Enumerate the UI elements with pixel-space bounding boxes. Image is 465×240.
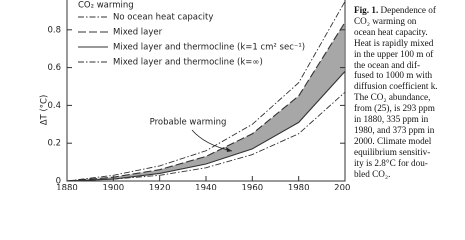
series-line <box>66 21 346 182</box>
caption-label: Fig. 1. <box>354 5 379 15</box>
band-label: Probable warming <box>150 118 227 128</box>
caption-line: Heat is rapidly mixed <box>354 37 434 48</box>
caption-line: Dependence of <box>380 5 436 15</box>
caption-line-row: from (25), is 293 ppm <box>354 103 464 114</box>
y-tick-label: 0.4 <box>47 101 61 111</box>
x-tick-label: 1920 <box>149 184 171 191</box>
legend-label: Mixed layer and thermocline (k=1 cm² sec… <box>113 43 305 53</box>
series-line <box>66 91 346 182</box>
caption-line-row: in the upper 100 m of <box>354 49 464 60</box>
legend-label: Mixed layer <box>113 28 163 38</box>
caption-line: CO₂ warming on <box>354 15 417 26</box>
caption-line: The CO₂ abundance, <box>354 92 431 103</box>
caption-line: 1980, and 373 ppm in <box>354 124 435 135</box>
caption-line-row: diffusion coefficient k. <box>354 81 464 92</box>
caption-line-row: 2000. Climate model <box>354 136 464 147</box>
caption: Fig. 1. Dependence of CO₂ warming on ocean… <box>354 5 464 180</box>
caption-line: in the upper 100 m of <box>354 48 434 59</box>
chart: ΔT (°C) CO₂ warming 0 0.2 0.4 0.6 0.8 1880 190… <box>40 0 350 191</box>
caption-line: equilibrium sensitiv- <box>354 146 431 157</box>
caption-line: bled CO₂. <box>354 168 391 179</box>
caption-line-row: Heat is rapidly mixed <box>354 38 464 49</box>
legend-label: No ocean heat capacity <box>113 13 213 23</box>
x-tick-label: 1880 <box>56 184 78 191</box>
caption-line-row: ity is 2.8°C for dou- <box>354 158 464 169</box>
caption-line-row: the ocean and dif- <box>354 60 464 71</box>
x-tick-label: 1940 <box>195 184 217 191</box>
y-tick-label: 0 <box>56 177 61 187</box>
caption-line-row: fused to 1000 m with <box>354 70 464 81</box>
legend-title: CO₂ warming <box>78 1 134 11</box>
caption-line: diffusion coefficient k. <box>354 81 438 92</box>
caption-line: fused to 1000 m with <box>354 70 433 81</box>
legend-label: Mixed layer and thermocline (k=∞) <box>113 58 263 68</box>
caption-line-row: equilibrium sensitiv- <box>354 147 464 158</box>
caption-line: in 1880, 335 ppm in <box>354 114 429 125</box>
caption-line: the ocean and dif- <box>354 59 421 70</box>
x-tick-label: 1980 <box>288 184 310 191</box>
caption-line-row: 1980, and 373 ppm in <box>354 125 464 136</box>
caption-line-row: in 1880, 335 ppm in <box>354 114 464 125</box>
caption-line-row: bled CO₂. <box>354 169 464 180</box>
caption-line-row: Fig. 1. Dependence of <box>354 5 464 16</box>
caption-line: 2000. Climate model <box>354 135 432 146</box>
caption-line: ocean heat capacity. <box>354 26 428 37</box>
caption-line: ity is 2.8°C for dou- <box>354 157 428 168</box>
x-tick-label: 2000 <box>334 184 350 191</box>
y-tick-label: 0.6 <box>47 63 61 73</box>
y-tick-label: 0.2 <box>47 139 61 149</box>
caption-line-row: The CO₂ abundance, <box>354 92 464 103</box>
series-line <box>66 1 346 182</box>
x-tick-label: 1900 <box>103 184 125 191</box>
x-tick-label: 1960 <box>242 184 264 191</box>
y-axis-label: ΔT (°C) <box>40 95 50 126</box>
caption-line: from (25), is 293 ppm <box>354 103 435 114</box>
page: {"chart_data":{"type":"line","y_label":"… <box>39 0 464 191</box>
band-arrowhead <box>226 147 232 152</box>
caption-line-row: ocean heat capacity. <box>354 27 464 38</box>
y-tick-label: 0.8 <box>47 25 61 35</box>
caption-line-row: CO₂ warming on <box>354 16 464 27</box>
